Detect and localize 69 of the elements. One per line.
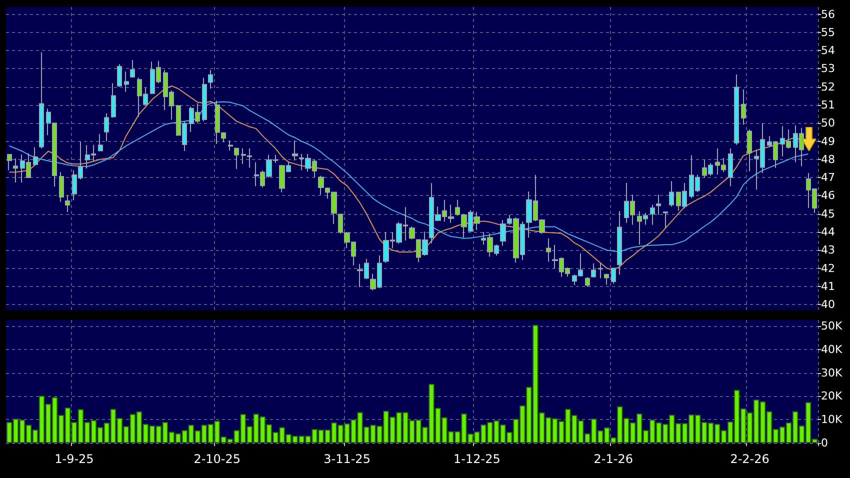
candlestick: [747, 129, 752, 172]
y-tick-label: 0: [821, 436, 828, 450]
candlestick: [338, 213, 343, 234]
y-tick-label: 42: [821, 262, 835, 275]
candlestick: [202, 77, 207, 122]
y-tick-label: 40: [821, 298, 835, 312]
candlestick: [104, 112, 109, 142]
candlestick: [318, 175, 324, 196]
candlestick: [650, 204, 655, 226]
candlestick: [617, 210, 622, 276]
candlestick: [741, 89, 746, 126]
candlestick: [247, 148, 252, 168]
candlestick: [13, 158, 18, 183]
candlestick: [111, 82, 116, 118]
candlestick: [409, 226, 415, 240]
candlestick: [241, 148, 246, 164]
y-tick-label: 20K: [821, 390, 843, 403]
candlestick: [728, 148, 733, 187]
x-tick-label: 3-11-25: [324, 452, 370, 466]
y-tick-label: 50: [821, 116, 835, 130]
y-tick-label: 46: [821, 189, 835, 202]
y-tick-label: 48: [821, 152, 835, 166]
candlestick: [663, 212, 668, 229]
line-series: [8, 101, 809, 252]
y-tick-label: 52: [821, 80, 835, 94]
candlestick: [117, 64, 122, 88]
candlestick: [585, 276, 590, 288]
y-tick-label: 50K: [821, 320, 843, 333]
y-tick-label: 54: [821, 44, 835, 58]
candlestick: [234, 148, 239, 170]
y-tick-label: 10K: [821, 413, 843, 426]
y-tick-label: 44: [821, 225, 835, 238]
candlestick: [124, 71, 129, 92]
candlestick: [292, 140, 298, 161]
candlestick: [669, 180, 674, 208]
candlestick: [59, 172, 64, 202]
candlestick: [130, 59, 135, 78]
x-tick-label: 2-1-26: [594, 452, 633, 466]
candlestick: [7, 153, 12, 171]
candlestick: [591, 262, 596, 278]
x-tick-label: 1-9-25: [54, 452, 94, 466]
candlestick: [656, 194, 661, 216]
candlestick: [215, 100, 220, 144]
y-tick-label: 47: [821, 171, 835, 184]
candlestick: [734, 74, 739, 146]
candlestick: [39, 52, 44, 150]
y-tick-label: 45: [821, 207, 835, 220]
y-tick-label: 51: [821, 98, 835, 112]
candlestick: [611, 268, 616, 284]
y-tick-label: 56: [821, 8, 835, 21]
y-tick-label: 41: [821, 280, 835, 293]
y-tick-label: 49: [821, 134, 835, 148]
y-tick-label: 30K: [821, 366, 843, 380]
candlestick: [208, 69, 213, 90]
y-tick-label: 55: [821, 26, 835, 39]
candlestick: [98, 134, 103, 152]
candlestick: [221, 132, 226, 143]
x-tick-label: 1-12-25: [454, 452, 500, 466]
candlestick: [598, 262, 603, 279]
candlestick: [604, 273, 609, 286]
y-tick-label: 43: [821, 244, 835, 257]
x-tick-label: 2-10-25: [194, 452, 241, 466]
candlestick: [65, 194, 70, 213]
y-tick-label: 53: [821, 62, 835, 76]
candlestick: [33, 146, 38, 166]
x-tick-label: 2-2-26: [730, 452, 770, 466]
y-tick-label: 40K: [821, 342, 843, 356]
candlestick: [228, 140, 233, 152]
candlestick: [546, 238, 551, 262]
